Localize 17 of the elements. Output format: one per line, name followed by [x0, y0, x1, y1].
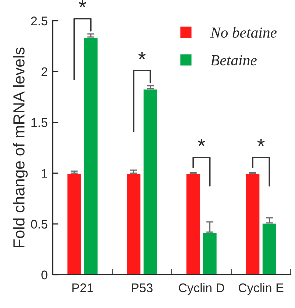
x-tick-label: P21 [72, 284, 94, 292]
y-tick-label: 0.5 [31, 220, 48, 229]
x-tick-label: P53 [132, 284, 153, 293]
x-tick-label: Cyclin E [238, 283, 284, 295]
x-tick-label: Cyclin D [179, 283, 224, 295]
y-tick-label: 1.5 [32, 118, 48, 128]
annotation: * [138, 52, 146, 60]
legend-label: No betaine [210, 27, 277, 38]
legend-label: Betaine [210, 55, 257, 66]
y-tick-label: 2 [42, 68, 48, 76]
y-tick-label: 2.5 [31, 16, 48, 26]
y-axis-title: Fold change of mRNA levels [13, 48, 28, 248]
annotation: * [198, 138, 206, 146]
y-tick-label: 0 [42, 270, 48, 280]
text: * [79, 0, 86, 8]
annotation: * [258, 138, 265, 146]
y-tick-label: 1 [42, 169, 48, 178]
